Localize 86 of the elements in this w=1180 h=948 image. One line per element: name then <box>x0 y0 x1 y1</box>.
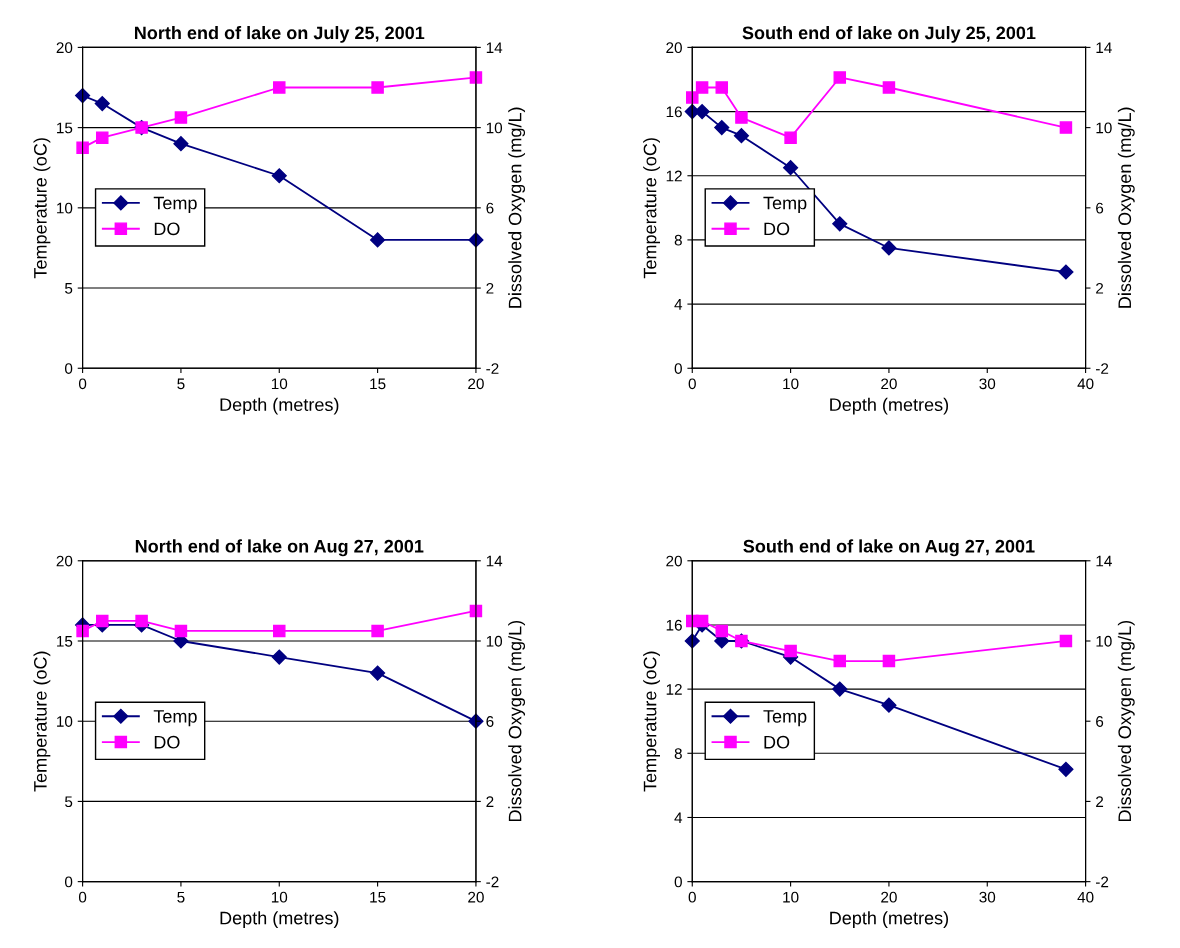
y-tick-label: 20 <box>56 42 73 54</box>
y-tick-label: 4 <box>674 299 683 310</box>
legend-label: Temp <box>153 196 197 213</box>
legend-label: DO <box>764 222 790 236</box>
y2-axis-title: Dissolved Oxygen (mg/L) <box>1117 620 1135 822</box>
x-tick-label: 0 <box>688 378 696 390</box>
y-tick-label: 20 <box>666 42 682 54</box>
chart-title: North end of lake on Aug 27, 2001 <box>135 539 424 557</box>
x-tick-label: 30 <box>979 891 996 903</box>
y2-tick-label: 14 <box>1096 555 1112 567</box>
y-tick-label: 12 <box>666 683 682 695</box>
y2-tick-label: 10 <box>486 635 503 647</box>
y-axis-title: Temperature (oC) <box>643 651 660 792</box>
chart-title: North end of lake on July 25, 2001 <box>134 25 425 43</box>
y2-tick-label: -2 <box>1096 363 1109 374</box>
y2-tick-label: 2 <box>486 282 494 294</box>
y2-tick-label: 2 <box>1096 796 1104 807</box>
x-axis-title: Depth (metres) <box>220 911 339 928</box>
x-tick-label: 0 <box>78 891 87 903</box>
y2-tick-label: 10 <box>1096 635 1112 647</box>
y-tick-label: 12 <box>666 170 682 182</box>
legend-label: Temp <box>763 196 807 213</box>
x-tick-label: 10 <box>783 378 799 390</box>
x-tick-label: 20 <box>881 891 897 903</box>
legend-label: DO <box>154 222 180 236</box>
y-tick-label: 16 <box>666 106 682 118</box>
x-tick-label: 0 <box>688 891 696 903</box>
x-tick-label: 15 <box>370 378 386 390</box>
y2-tick-label: -2 <box>1096 876 1109 888</box>
y-tick-label: 20 <box>56 555 73 567</box>
y2-tick-label: 2 <box>486 796 494 807</box>
legend-label: Temp <box>153 710 197 727</box>
x-tick-label: 40 <box>1077 378 1094 390</box>
x-tick-label: 5 <box>177 378 185 390</box>
y2-axis-title: Dissolved Oxygen (mg/L) <box>1117 107 1135 308</box>
chart-title: South end of lake on Aug 27, 2001 <box>743 539 1035 557</box>
legend-label: DO <box>764 735 790 749</box>
y2-tick-label: 10 <box>1096 122 1112 134</box>
x-tick-label: 20 <box>468 378 484 390</box>
y-tick-label: 16 <box>666 619 682 631</box>
y2-axis-title: Dissolved Oxygen (mg/L) <box>508 620 526 822</box>
x-tick-label: 10 <box>783 891 799 903</box>
y-tick-label: 0 <box>674 876 682 888</box>
x-axis-title: Depth (metres) <box>220 397 339 415</box>
y2-axis-title: Dissolved Oxygen (mg/L) <box>508 107 526 308</box>
x-tick-label: 30 <box>979 378 996 390</box>
y-tick-label: 8 <box>674 748 682 759</box>
y-axis-title: Temperature (oC) <box>33 651 51 792</box>
y2-tick-label: 6 <box>1096 202 1104 214</box>
legend-label: DO <box>154 735 180 749</box>
x-tick-label: 40 <box>1077 891 1094 903</box>
y2-tick-label: 10 <box>486 122 503 134</box>
y-tick-label: 5 <box>64 283 73 294</box>
y2-tick-label: 14 <box>1096 42 1112 53</box>
x-axis-title: Depth (metres) <box>830 397 949 415</box>
y-tick-label: 15 <box>57 636 73 647</box>
x-axis-title: Depth (metres) <box>830 911 949 928</box>
y2-tick-label: 2 <box>1096 282 1104 294</box>
x-tick-label: 10 <box>271 378 288 390</box>
x-tick-label: 20 <box>881 378 897 390</box>
y-tick-label: 8 <box>674 234 682 246</box>
y2-tick-label: 14 <box>486 555 503 567</box>
x-tick-label: 15 <box>370 891 386 903</box>
y-tick-label: 10 <box>57 716 73 727</box>
y-tick-label: 5 <box>64 796 73 808</box>
y2-tick-label: -2 <box>486 363 499 374</box>
y-tick-label: 0 <box>64 876 73 888</box>
y2-tick-label: 14 <box>486 42 503 53</box>
y-axis-title: Temperature (oC) <box>33 138 51 279</box>
y-tick-label: 4 <box>674 812 683 823</box>
y-axis-title: Temperature (oC) <box>643 138 660 279</box>
y-tick-label: 10 <box>57 202 73 214</box>
y-tick-label: 0 <box>64 363 73 374</box>
y2-tick-label: 6 <box>486 716 494 727</box>
x-tick-label: 20 <box>468 891 484 903</box>
y2-tick-label: 6 <box>1096 716 1104 727</box>
chart-title: South end of lake on July 25, 2001 <box>742 25 1036 43</box>
x-tick-label: 0 <box>78 378 87 390</box>
x-tick-label: 10 <box>271 891 288 903</box>
x-tick-label: 5 <box>177 891 185 903</box>
y-tick-label: 15 <box>57 122 73 134</box>
legend-label: Temp <box>763 710 807 727</box>
y-tick-label: 0 <box>674 363 682 374</box>
y-tick-label: 20 <box>666 555 682 567</box>
y2-tick-label: -2 <box>486 876 499 888</box>
y2-tick-label: 6 <box>486 202 494 214</box>
